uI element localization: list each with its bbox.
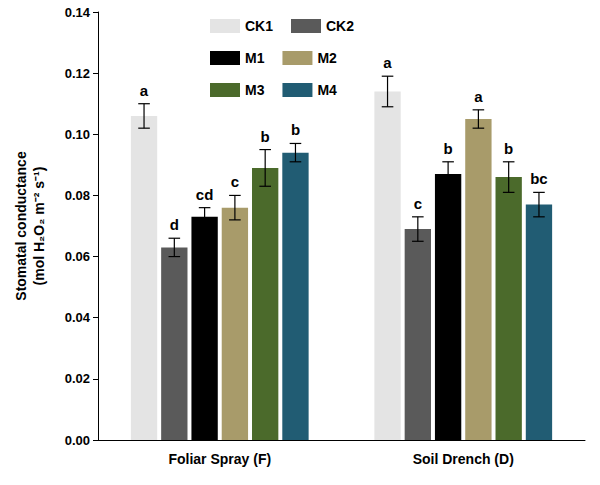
svg-text:0.06: 0.06 bbox=[65, 249, 90, 264]
svg-text:Foliar Spray (F): Foliar Spray (F) bbox=[168, 451, 271, 467]
svg-text:M4: M4 bbox=[317, 82, 337, 98]
svg-text:cd: cd bbox=[196, 186, 214, 203]
svg-text:0.02: 0.02 bbox=[65, 371, 90, 386]
svg-text:b: b bbox=[444, 140, 453, 157]
svg-text:b: b bbox=[261, 128, 270, 145]
svg-text:Soil Drench (D): Soil Drench (D) bbox=[413, 451, 514, 467]
svg-text:Stomatal conductance: Stomatal conductance bbox=[13, 151, 29, 301]
svg-text:c: c bbox=[231, 173, 239, 190]
svg-text:0.04: 0.04 bbox=[65, 310, 91, 325]
svg-text:CK1: CK1 bbox=[245, 18, 273, 34]
svg-text:b: b bbox=[504, 140, 513, 157]
svg-text:c: c bbox=[414, 195, 422, 212]
svg-text:b: b bbox=[291, 121, 300, 138]
svg-text:M1: M1 bbox=[245, 50, 265, 66]
svg-text:CK2: CK2 bbox=[326, 18, 354, 34]
svg-text:0.14: 0.14 bbox=[65, 5, 91, 20]
svg-text:d: d bbox=[170, 216, 179, 233]
svg-text:bc: bc bbox=[530, 170, 548, 187]
svg-text:a: a bbox=[474, 88, 483, 105]
svg-text:M3: M3 bbox=[245, 82, 265, 98]
svg-text:0.10: 0.10 bbox=[65, 127, 90, 142]
svg-text:0.08: 0.08 bbox=[65, 188, 90, 203]
svg-text:a: a bbox=[140, 82, 149, 99]
svg-text:0.12: 0.12 bbox=[65, 66, 90, 81]
svg-text:0.00: 0.00 bbox=[65, 433, 90, 448]
svg-text:a: a bbox=[383, 54, 392, 71]
svg-text:M2: M2 bbox=[317, 50, 337, 66]
svg-text:(mol H₂O₂ m⁻² s⁻¹): (mol H₂O₂ m⁻² s⁻¹) bbox=[31, 167, 47, 286]
